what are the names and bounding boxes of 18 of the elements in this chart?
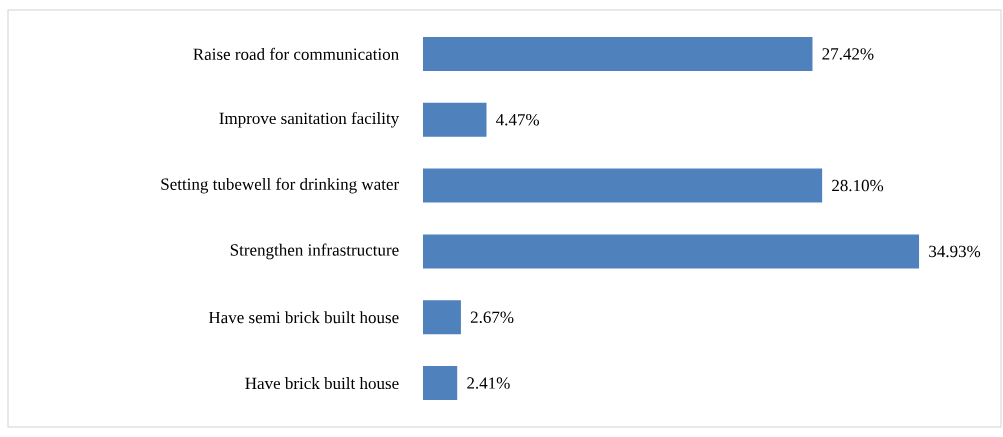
bar bbox=[423, 168, 823, 203]
bar bbox=[423, 366, 458, 401]
y-tick-label: Have brick built house bbox=[245, 377, 399, 390]
data-label: 34.93% bbox=[929, 245, 981, 258]
data-label: 2.67% bbox=[470, 311, 514, 324]
data-label: 27.42% bbox=[822, 48, 874, 60]
bar bbox=[423, 36, 813, 71]
y-tick-label: Raise road for communication bbox=[193, 47, 399, 60]
data-label: 28.10% bbox=[832, 179, 884, 192]
data-label: 2.41% bbox=[467, 377, 510, 389]
y-tick-label: Improve sanitation facility bbox=[219, 111, 400, 128]
y-tick-label: Setting tubewell for drinking water bbox=[161, 177, 400, 194]
bar bbox=[423, 102, 487, 137]
bar bbox=[423, 234, 920, 269]
data-label: 4.47% bbox=[496, 113, 540, 126]
bar bbox=[423, 300, 461, 335]
y-tick-label: Strengthen infrastructure bbox=[230, 243, 399, 260]
y-tick-label: Have semi brick built house bbox=[208, 311, 399, 324]
